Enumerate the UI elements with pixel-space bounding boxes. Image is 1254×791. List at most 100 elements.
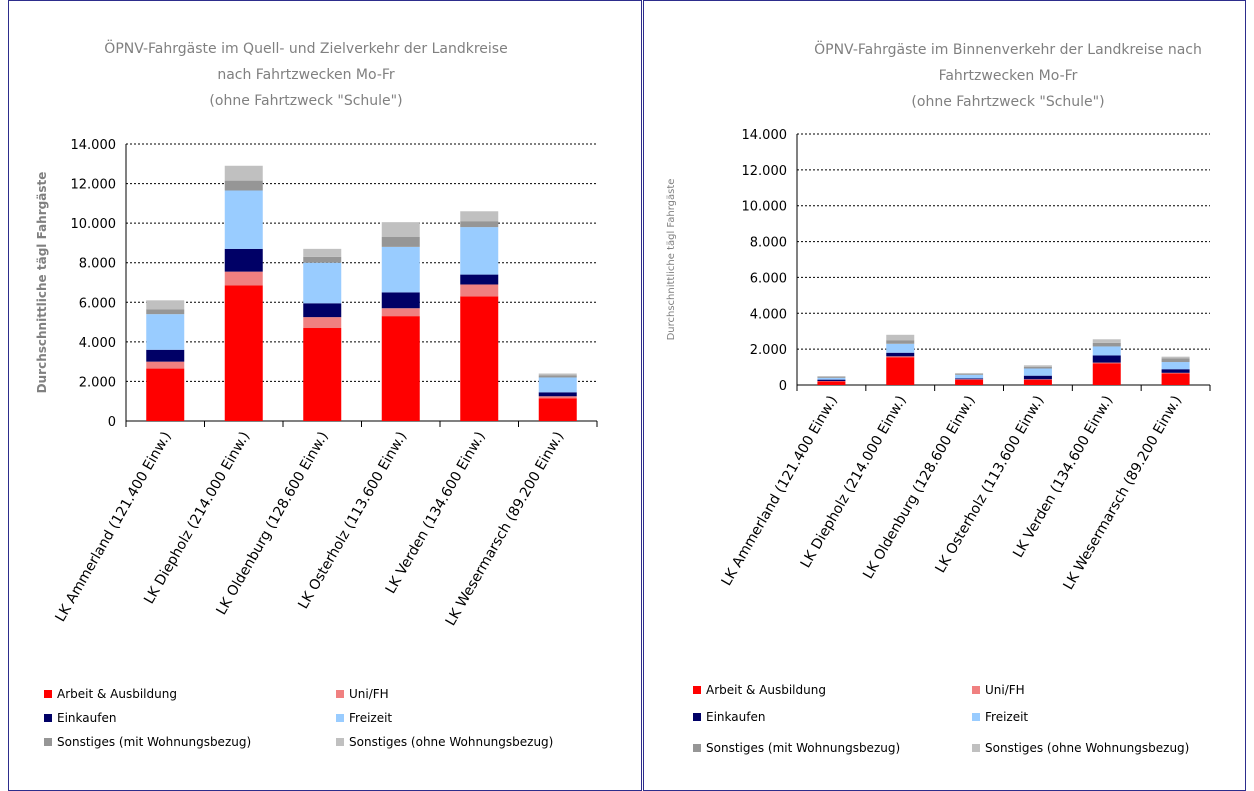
- bar-segment: [955, 374, 984, 379]
- bar-segment: [303, 317, 342, 329]
- bar-segment: [1161, 358, 1190, 363]
- y-tick-label: 2.000: [750, 343, 787, 358]
- y-tick-label: 4.000: [750, 307, 787, 322]
- y-tick-label: 10.000: [71, 217, 117, 232]
- bar-segment: [146, 349, 185, 362]
- bar-segment: [1023, 375, 1052, 380]
- chart-title-line: (ohne Fahrtzweck "Schule"): [911, 94, 1104, 110]
- y-tick-label: 12.000: [71, 178, 117, 193]
- bar-segment: [460, 296, 499, 421]
- bar-segment: [224, 190, 263, 249]
- bar-segment: [146, 300, 185, 310]
- bar-segment: [955, 373, 984, 375]
- bar-segment: [817, 379, 846, 382]
- bar-segment: [886, 356, 915, 358]
- bar-segment: [1092, 355, 1121, 363]
- chart-title-line: nach Fahrtzwecken Mo-Fr: [217, 67, 395, 83]
- bar-segment: [224, 165, 263, 181]
- bar-segment: [1161, 362, 1190, 370]
- bar-segment: [224, 248, 263, 272]
- y-tick-label: 14.000: [71, 138, 117, 153]
- bar-segment: [146, 314, 185, 350]
- bar-segment: [460, 274, 499, 285]
- bar-segment: [538, 392, 577, 397]
- chart-frame-2: [643, 0, 1246, 791]
- legend-label: Einkaufen: [57, 711, 116, 725]
- bar-segment: [1023, 366, 1052, 369]
- bar-segment: [955, 379, 984, 385]
- bar-segment: [381, 292, 420, 309]
- bar-segment: [1023, 379, 1052, 385]
- bar-segment: [381, 246, 420, 293]
- y-tick-label: 0: [779, 379, 787, 394]
- bar-segment: [886, 343, 915, 353]
- bar-segment: [886, 352, 915, 357]
- bar-segment: [381, 236, 420, 247]
- y-tick-label: 4.000: [79, 336, 116, 351]
- bar-segment: [146, 368, 185, 421]
- legend-swatch: [336, 738, 344, 746]
- x-category-label: LK Oldenburg (128.600 Einw.): [860, 393, 978, 582]
- bar-segment: [1092, 342, 1121, 347]
- bar-segment: [381, 316, 420, 421]
- legend-label: Sonstiges (ohne Wohnungsbezug): [985, 741, 1189, 755]
- bar-segment: [538, 373, 577, 376]
- chart-title-line: ÖPNV-Fahrgäste im Binnenverkehr der Land…: [814, 40, 1202, 58]
- x-category-label: LK Ammerland (121.400 Einw.): [719, 393, 841, 589]
- legend-swatch: [972, 744, 980, 752]
- bar-segment: [381, 222, 420, 237]
- bar-segment: [1161, 369, 1190, 373]
- y-tick-label: 14.000: [742, 128, 788, 143]
- bar-segment: [538, 377, 577, 393]
- legend-label: Sonstiges (ohne Wohnungsbezug): [349, 735, 553, 749]
- bar-segment: [1023, 368, 1052, 376]
- bar-segment: [955, 372, 984, 374]
- legend-swatch: [693, 713, 701, 721]
- legend-swatch: [336, 690, 344, 698]
- legend-label: Uni/FH: [349, 687, 389, 701]
- legend-label: Freizeit: [985, 710, 1028, 724]
- bar-segment: [460, 227, 499, 275]
- bar-segment: [460, 221, 499, 228]
- legend-label: Arbeit & Ausbildung: [706, 683, 826, 697]
- y-tick-label: 6.000: [79, 296, 116, 311]
- legend-label: Einkaufen: [706, 710, 765, 724]
- bar-segment: [146, 361, 185, 369]
- bar-segment: [303, 262, 342, 304]
- bar-segment: [224, 285, 263, 421]
- chart-title-line: (ohne Fahrtzweck "Schule"): [209, 93, 402, 109]
- legend-label: Arbeit & Ausbildung: [57, 687, 177, 701]
- legend-swatch: [693, 686, 701, 694]
- y-axis-label: Durchschnittliche tägl Fahrgäste: [35, 172, 49, 394]
- bar-segment: [886, 334, 915, 341]
- bar-segment: [303, 328, 342, 421]
- bar-segment: [381, 308, 420, 317]
- bar-segment: [460, 211, 499, 222]
- y-tick-label: 10.000: [742, 200, 788, 215]
- bar-segment: [303, 303, 342, 318]
- bar-segment: [303, 248, 342, 257]
- bar-segment: [817, 376, 846, 377]
- chart-title-line: ÖPNV-Fahrgäste im Quell- und Zielverkehr…: [104, 39, 507, 57]
- y-axis-label: Durchschnittliche tägl Fahrgäste: [666, 179, 677, 341]
- legend-label: Uni/FH: [985, 683, 1025, 697]
- bar-segment: [146, 309, 185, 315]
- bar-segment: [817, 377, 846, 380]
- y-tick-label: 8.000: [79, 257, 116, 272]
- bar-segment: [1092, 339, 1121, 343]
- legend-swatch: [336, 714, 344, 722]
- bar-segment: [538, 375, 577, 378]
- legend-label: Sonstiges (mit Wohnungsbezug): [57, 735, 251, 749]
- bar-segment: [1092, 362, 1121, 364]
- legend-swatch: [693, 744, 701, 752]
- bar-segment: [886, 357, 915, 385]
- bar-segment: [538, 398, 577, 421]
- legend-swatch: [44, 738, 52, 746]
- bar-segment: [955, 378, 984, 380]
- legend-swatch: [972, 713, 980, 721]
- legend-swatch: [44, 714, 52, 722]
- bar-segment: [1161, 372, 1190, 374]
- legend-swatch: [44, 690, 52, 698]
